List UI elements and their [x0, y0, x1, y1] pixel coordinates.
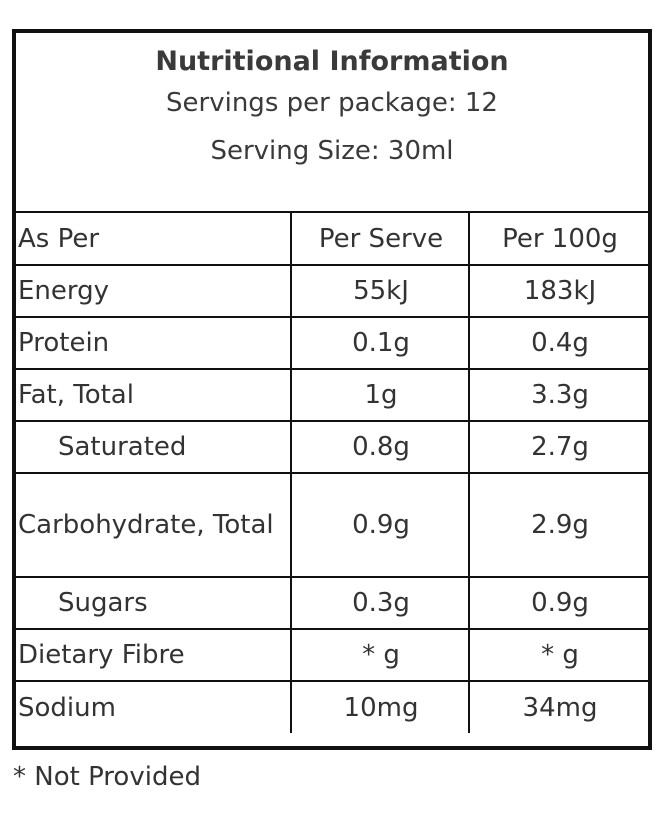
row-label: Energy [16, 265, 292, 318]
table-row: Sodium 10mg 34mg [16, 681, 648, 733]
serving-size: Serving Size: 30ml [210, 136, 454, 166]
column-header-per-100g: Per 100g [469, 213, 648, 266]
row-label: Sugars [16, 577, 292, 630]
panel-header: Nutritional Information Servings per pac… [16, 33, 648, 213]
per-100g-value: 34mg [522, 692, 598, 723]
row-label: Fat, Total [16, 369, 292, 422]
per-100g-value: 0.4g [469, 317, 648, 370]
table-row: Sugars 0.3g 0.9g [16, 577, 648, 630]
table-row: Energy 55kJ 183kJ [16, 265, 648, 318]
row-label: Carbohydrate, Total [16, 473, 292, 578]
column-header-as-per: As Per [16, 213, 292, 266]
per-100g-value: 0.9g [469, 577, 648, 630]
table-row: Protein 0.1g 0.4g [16, 317, 648, 370]
nutrition-panel: Nutritional Information Servings per pac… [12, 29, 652, 750]
nutrition-table: As Per Per Serve Per 100g Energy 55kJ 18… [16, 213, 648, 733]
panel-title: Nutritional Information [155, 46, 509, 77]
per-serve-value: 0.9g [291, 473, 470, 578]
footnote: * Not Provided [13, 762, 201, 792]
per-serve-value: 0.1g [291, 317, 470, 370]
table-row: Saturated 0.8g 2.7g [16, 421, 648, 474]
per-100g-value: * g [469, 629, 648, 682]
row-label: Sodium [16, 681, 292, 733]
per-100g-value: 2.7g [469, 421, 648, 474]
per-serve-value: 10mg [291, 681, 470, 733]
per-serve-value: 0.8g [291, 421, 470, 474]
row-label: Dietary Fibre [16, 629, 292, 682]
per-100g-value: 2.9g [469, 473, 648, 578]
table-row: Fat, Total 1g 3.3g [16, 369, 648, 422]
row-label: Saturated [16, 421, 292, 474]
column-header-per-serve: Per Serve [291, 213, 470, 266]
per-100g-value: 183kJ [469, 265, 648, 318]
row-label: Protein [16, 317, 292, 370]
per-serve-value: 1g [291, 369, 470, 422]
servings-per-package: Servings per package: 12 [166, 88, 498, 118]
per-serve-value: * g [291, 629, 470, 682]
table-row: Dietary Fibre * g * g [16, 629, 648, 682]
table-header-row: As Per Per Serve Per 100g [16, 213, 648, 266]
table-row: Carbohydrate, Total 0.9g 2.9g [16, 473, 648, 578]
per-100g-value: 3.3g [469, 369, 648, 422]
per-serve-value: 55kJ [291, 265, 470, 318]
per-serve-value: 0.3g [291, 577, 470, 630]
